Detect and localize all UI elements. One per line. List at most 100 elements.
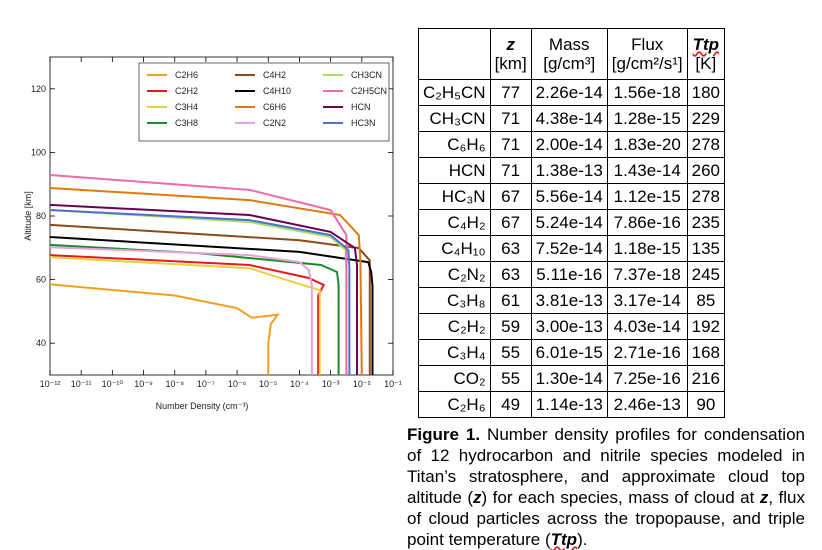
table-row: HCN 71 1.38e-13 1.43e-14 260 [418,157,726,184]
table-cell: 1.12e-15 [606,183,688,210]
table-row: C₂H₅CN 77 2.26e-14 1.56e-18 180 [418,79,726,106]
table-cell: 61 [489,287,532,314]
table-cell: 6.01e-15 [530,339,608,366]
legend-label: C3H4 [175,102,198,112]
series-line [49,174,348,375]
table-cell: 4.03e-14 [606,313,688,340]
caption-text: ) for each species, mass of cloud at [481,488,760,507]
chart: Number Density (cm⁻³) Altitude [km] 10⁻¹… [23,56,402,411]
header-cell: z [km] [489,28,532,80]
table-cell: 229 [686,105,726,132]
x-tick-label: 10⁻⁵ [259,379,278,389]
table-cell: 2.00e-14 [530,131,608,158]
table-cell: 7.86e-16 [606,209,688,236]
legend-label: C2N2 [263,118,286,128]
header-unit: [g/cm³] [543,54,596,73]
y-tick-label: 80 [36,211,46,221]
x-tick-label: 10⁻² [353,379,371,389]
header-name: Mass [548,35,590,54]
series-line [49,256,321,375]
table-cell: 77 [489,79,532,106]
table-cell: 1.56e-18 [606,79,688,106]
table-row: C₃H₄ 55 6.01e-15 2.71e-16 168 [418,339,726,366]
x-axis-label: Number Density (cm⁻³) [156,401,249,411]
caption-text: Number density profiles for condensation… [407,425,805,507]
table-cell: 67 [489,183,532,210]
table-row: C₄H₂ 67 5.24e-14 7.86e-16 235 [418,209,726,236]
species-cell: HCN [418,157,491,184]
table-row: C₂H₂ 59 3.00e-13 4.03e-14 192 [418,313,726,340]
series-line [49,203,358,375]
legend-label: C6H6 [263,102,286,112]
x-tick-label: 10⁻¹¹ [71,379,92,389]
x-tick-label: 10⁻¹⁰ [102,379,124,389]
header-name: z [506,35,515,54]
corner-cell [418,28,491,80]
x-tick-label: 10⁻¹² [40,379,61,389]
table-cell: 216 [686,365,726,392]
table-cell: 192 [686,313,726,340]
table-cell: 1.30e-14 [530,365,608,392]
legend-box [138,62,390,142]
caption-text: z [759,488,769,507]
table-cell: 55 [489,365,532,392]
species-cell: CH₃CN [418,105,491,132]
species-cell: HC₃N [418,183,491,210]
table-cell: 63 [489,235,532,262]
series-line [49,283,280,375]
series-line [49,236,374,375]
table-cell: 260 [686,157,726,184]
table-cell: 1.28e-15 [606,105,688,132]
table-cell: 3.81e-13 [530,287,608,314]
series-line [49,209,351,375]
x-tick-label: 10⁻⁷ [197,379,215,389]
table-row: C₂N₂ 63 5.11e-16 7.37e-18 245 [418,261,726,288]
table-cell: 1.38e-13 [530,157,608,184]
caption-label: Figure 1. [407,425,481,444]
table-cell: 1.18e-15 [606,235,688,262]
table-row: CO₂ 55 1.30e-14 7.25e-16 216 [418,365,726,392]
table-cell: 4.38e-14 [530,105,608,132]
table-row: C₃H₈ 61 3.81e-13 3.17e-14 85 [418,287,726,314]
table-cell: 180 [686,79,726,106]
species-cell: CO₂ [418,365,491,392]
table-cell: 63 [489,261,532,288]
caption: Figure 1. Number density profiles for co… [407,424,805,550]
legend-label: C2H2 [175,86,198,96]
legend-label: CH3CN [351,70,382,80]
y-tick-label: 120 [31,84,46,94]
x-tick-label: 10⁻⁹ [134,379,153,389]
table-cell: 2.71e-16 [606,339,688,366]
header-name: Flux [631,35,664,54]
table-row: CH₃CN 71 4.38e-14 1.28e-15 229 [418,105,726,132]
header-unit: [K] [695,54,717,73]
table-cell: 245 [686,261,726,288]
table-row: C₄H₁₀ 63 7.52e-14 1.18e-15 135 [418,235,726,262]
table-row: C₆H₆ 71 2.00e-14 1.83e-20 278 [418,131,726,158]
header-name: Ttp [692,35,720,54]
table-row: C₂H₆ 49 1.14e-13 2.46e-13 90 [418,391,726,418]
legend-label: HCN [351,102,371,112]
species-cell: C₃H₈ [418,287,491,314]
caption-text: Ttp [550,530,578,549]
header-cell: Flux [g/cm²/s¹] [606,28,688,80]
table-cell: 71 [489,105,532,132]
legend-label: C3H8 [175,118,198,128]
table-cell: 5.11e-16 [530,261,608,288]
y-tick-label: 60 [36,275,46,285]
table-cell: 135 [686,235,726,262]
table-cell: 2.26e-14 [530,79,608,106]
table-cell: 5.56e-14 [530,183,608,210]
table-cell: 7.25e-16 [606,365,688,392]
caption-text: ). [577,530,588,549]
series-line [49,187,363,376]
x-tick-label: 10⁻³ [322,379,340,389]
legend-label: C4H10 [263,86,291,96]
table-cell: 71 [489,131,532,158]
table-cell: 59 [489,313,532,340]
x-tick-label: 10⁻⁸ [165,379,184,389]
data-table: z [km] Mass [g/cm³] Flux [g/cm²/s¹] Ttp [K] C₂H₅… [418,28,726,418]
species-cell: C₂H₂ [418,313,491,340]
species-cell: C₂H₆ [418,391,491,418]
table-cell: 1.83e-20 [606,131,688,158]
